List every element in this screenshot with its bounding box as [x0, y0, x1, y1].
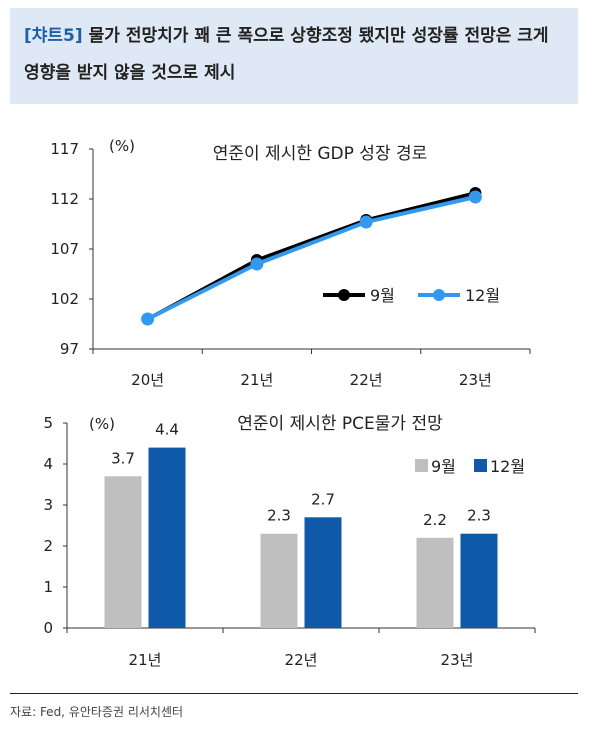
pce-x-tick-label: 22년	[285, 651, 318, 669]
gdp-x-tick-label: 23년	[459, 371, 492, 389]
pce-data-label: 2.7	[311, 490, 335, 508]
pce-bar	[148, 447, 186, 628]
pce-bar	[416, 537, 454, 628]
gdp-line-chart: 97 102 107 112 117 20년 21년 22년 23년 (%) 연준이 제시한 GDP…	[50, 137, 531, 389]
pce-bar	[304, 517, 342, 628]
gdp-x-tick-label: 21년	[240, 371, 273, 389]
pce-x-tick-label: 23년	[441, 651, 474, 669]
gdp-y-tick-label: 112	[50, 190, 79, 208]
pce-bar	[104, 476, 142, 628]
pce-y-tick-label: 1	[43, 578, 53, 596]
gdp-y-tick-label: 102	[50, 290, 79, 308]
pce-y-tick-label: 2	[43, 537, 53, 555]
gdp-legend-label: 12월	[465, 286, 500, 305]
pce-chart-title: 연준이 제시한 PCE물가 전망	[237, 414, 443, 434]
gdp-x-tick-label: 22년	[350, 371, 383, 389]
pce-y-tick-label: 4	[43, 455, 53, 473]
gdp-chart-title: 연준이 제시한 GDP 성장 경로	[213, 144, 428, 164]
chart-tag: [챠트5]	[24, 26, 83, 46]
pce-data-label: 2.2	[423, 511, 447, 529]
gdp-series-line	[146, 195, 476, 321]
pce-legend-swatch	[415, 459, 428, 472]
pce-y-tick-label: 3	[43, 496, 53, 514]
chart-header-box: [챠트5] 물가 전망치가 꽤 큰 폭으로 상향조정 됐지만 성장률 전망은 크게…	[10, 8, 578, 104]
pce-data-label: 2.3	[267, 507, 291, 525]
pce-bar	[460, 533, 498, 628]
pce-y-tick-label: 0	[43, 619, 53, 637]
gdp-data-point	[468, 190, 482, 204]
gdp-x-tick-label: 20년	[131, 371, 164, 389]
gdp-data-point	[359, 215, 373, 229]
pce-legend-label: 12월	[490, 457, 525, 476]
gdp-y-tick-label: 97	[60, 340, 79, 358]
pce-bar	[260, 533, 298, 628]
pce-data-label: 3.7	[111, 449, 135, 467]
pce-legend-label: 9월	[431, 457, 456, 476]
pce-bar-chart: 0 1 2 3 4 5 21년 22년 23년 (%) 연준이 제시한 PCE물가 전망 3.7 4.4…	[43, 414, 536, 669]
pce-x-tick-label: 21년	[129, 651, 162, 669]
gdp-legend-marker	[433, 289, 445, 301]
chart-header-title: 물가 전망치가 꽤 큰 폭으로 상향조정 됐지만 성장률 전망은 크게 영향을 …	[24, 26, 549, 83]
footer-divider	[10, 693, 578, 694]
gdp-legend-marker	[338, 289, 350, 301]
gdp-legend-label: 9월	[370, 286, 395, 305]
gdp-y-tick-label: 117	[50, 140, 79, 158]
gdp-unit-label: (%)	[109, 137, 135, 155]
gdp-data-point	[141, 312, 155, 326]
chart-header-text: [챠트5] 물가 전망치가 꽤 큰 폭으로 상향조정 됐지만 성장률 전망은 크게…	[24, 18, 564, 92]
pce-data-label: 2.3	[467, 507, 491, 525]
source-note: 자료: Fed, 유안타증권 리서치센터	[10, 705, 184, 719]
gdp-data-point	[250, 257, 264, 271]
pce-unit-label: (%)	[89, 415, 115, 433]
pce-y-tick-label: 5	[43, 414, 53, 432]
gdp-y-tick-label: 107	[50, 240, 79, 258]
pce-data-label: 4.4	[155, 421, 179, 439]
pce-legend-swatch	[474, 459, 487, 472]
